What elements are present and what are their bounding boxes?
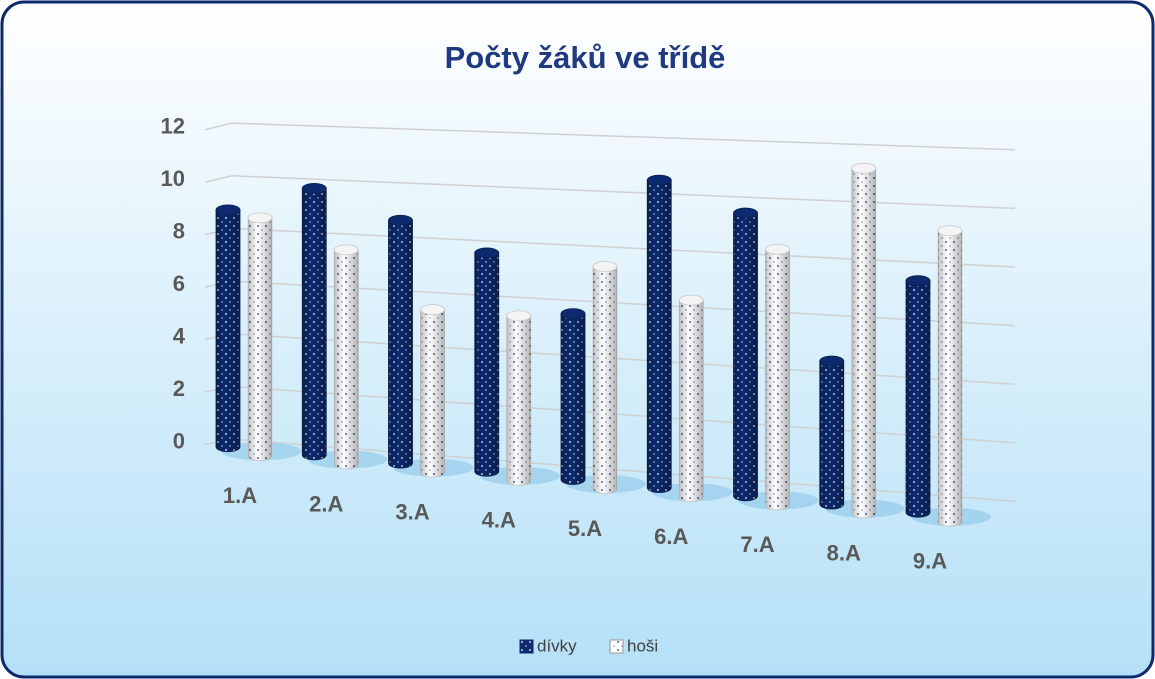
bar-shade <box>851 168 876 519</box>
bar <box>301 183 327 461</box>
bar-shade <box>679 300 704 502</box>
x-tick-label: 2.A <box>309 491 343 516</box>
bar-shade <box>302 188 327 460</box>
bar-top <box>247 212 273 224</box>
x-tick-label: 7.A <box>740 532 774 557</box>
bar <box>937 225 963 527</box>
bar-top <box>646 174 672 186</box>
bar <box>819 355 845 510</box>
bar <box>420 304 445 478</box>
bar-shade <box>733 213 758 501</box>
bar-top <box>388 214 413 226</box>
bar-shade <box>765 249 790 510</box>
legend-label: hoši <box>627 636 658 655</box>
bar-top <box>420 304 445 315</box>
x-tick-label: 5.A <box>568 516 602 541</box>
x-tick-label: 4.A <box>482 508 516 533</box>
bar <box>678 294 704 503</box>
bar-shade <box>216 209 240 452</box>
x-tick-label: 9.A <box>913 549 947 574</box>
bar-top <box>592 261 618 272</box>
y-tick-label: 10 <box>161 166 185 191</box>
bar-shade <box>474 252 499 477</box>
grid-line <box>204 122 1016 151</box>
bar-shade <box>334 249 359 469</box>
bar <box>733 207 758 502</box>
bar <box>765 243 790 511</box>
y-tick-label: 8 <box>173 218 185 243</box>
bar-top <box>765 243 790 255</box>
bar <box>388 214 413 469</box>
bar-shade <box>593 266 617 494</box>
bar-top <box>733 207 758 219</box>
bar <box>905 275 931 518</box>
bar-shade <box>906 280 930 518</box>
y-tick-label: 0 <box>173 428 185 453</box>
bar <box>247 212 273 462</box>
y-tick-label: 2 <box>173 376 185 401</box>
bar-top <box>937 225 963 237</box>
bar <box>851 162 877 519</box>
y-tick-label: 4 <box>173 323 186 348</box>
bar-shade <box>420 309 445 478</box>
bar-shade <box>647 180 672 493</box>
bar-top <box>560 308 586 320</box>
y-tick-label: 6 <box>173 271 185 296</box>
bar <box>646 174 672 494</box>
x-tick-label: 3.A <box>395 499 429 524</box>
bar-shade <box>938 230 962 527</box>
legend-label: dívky <box>537 636 577 655</box>
x-tick-label: 1.A <box>223 483 257 508</box>
x-tick-label: 8.A <box>827 540 861 565</box>
bar-shade <box>561 313 585 485</box>
bar <box>474 247 500 477</box>
bar <box>333 244 359 470</box>
bar <box>215 204 241 453</box>
bar <box>560 308 586 485</box>
bar-top <box>851 162 877 174</box>
bar-top <box>474 247 500 259</box>
x-tick-label: 6.A <box>654 524 688 549</box>
bar-top <box>506 310 532 322</box>
bar-top <box>301 183 327 194</box>
bar-top <box>678 294 704 306</box>
legend-swatch <box>519 639 534 654</box>
bar <box>592 261 618 494</box>
bar-top <box>819 355 845 367</box>
bar-top <box>215 204 241 216</box>
y-tick-label: 12 <box>161 114 185 139</box>
bar-shade <box>819 360 844 510</box>
bar <box>506 310 532 486</box>
grid-line <box>204 174 1016 210</box>
bar-shade <box>388 220 413 469</box>
bar-shade <box>506 315 531 486</box>
bar-shade <box>248 217 272 461</box>
chart-title: Počty žáků ve třídě <box>445 40 726 75</box>
legend: dívky hoši <box>519 636 658 655</box>
legend-swatch <box>609 639 624 654</box>
bar-top <box>905 275 931 287</box>
bar-top <box>333 244 359 256</box>
